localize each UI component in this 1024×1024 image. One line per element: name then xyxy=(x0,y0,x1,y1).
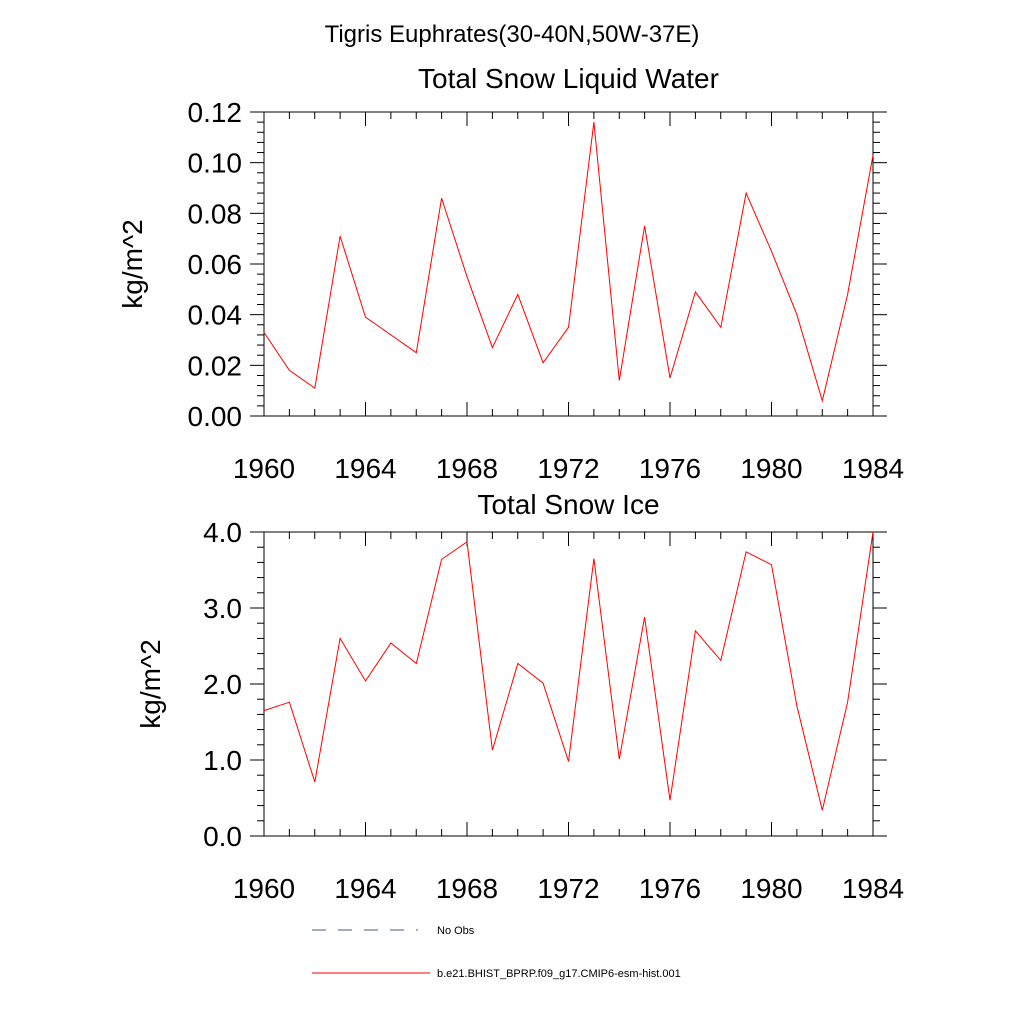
chart-title: Total Snow Ice xyxy=(477,489,659,520)
x-tick-label: 1976 xyxy=(639,873,701,904)
y-tick-label: 1.0 xyxy=(203,745,242,776)
y-tick-label: 0.06 xyxy=(188,249,243,280)
y-tick-label: 4.0 xyxy=(203,517,242,548)
legend: No Obs b.e21.BHIST_BPRP.f09_g17.CMIP6-es… xyxy=(312,925,681,980)
chart-panel-snow-ice: Total Snow Ice kg/m^2 1960 1964 1968 1972 1976… xyxy=(135,489,904,904)
chart-panel-liquid-water: Total Snow Liquid Water kg/m^2 1960 1964 196… xyxy=(117,63,904,484)
x-tick-label: 1984 xyxy=(842,453,904,484)
plot-frame xyxy=(263,111,874,417)
y-tick-label: 0.02 xyxy=(188,350,243,381)
series-line xyxy=(263,122,874,403)
x-tick-label: 1964 xyxy=(334,873,396,904)
x-tick-label: 1972 xyxy=(537,873,599,904)
y-tick-label: 0.00 xyxy=(188,401,243,432)
series-line xyxy=(263,531,874,811)
x-tick-label: 1984 xyxy=(842,873,904,904)
y-axis-label: kg/m^2 xyxy=(117,219,148,308)
x-tick-label: 1980 xyxy=(740,453,802,484)
chart-title: Total Snow Liquid Water xyxy=(418,63,719,94)
x-tick-label: 1964 xyxy=(334,453,396,484)
figure-title: Tigris Euphrates(30-40N,50W-37E) xyxy=(325,21,700,48)
x-tick-label: 1976 xyxy=(639,453,701,484)
x-tick-label: 1960 xyxy=(233,453,295,484)
x-tick-label: 1968 xyxy=(436,873,498,904)
y-tick-label: 0.12 xyxy=(188,97,243,128)
x-tick-label: 1960 xyxy=(233,873,295,904)
x-tick-label: 1968 xyxy=(436,453,498,484)
y-tick-label: 3.0 xyxy=(203,593,242,624)
y-tick-label: 0.08 xyxy=(188,198,243,229)
y-tick-label: 0.0 xyxy=(203,821,242,852)
y-tick-label: 0.04 xyxy=(188,300,243,331)
legend-label-no-obs: No Obs xyxy=(437,925,475,937)
legend-label-model: b.e21.BHIST_BPRP.f09_g17.CMIP6-esm-hist.… xyxy=(437,968,681,980)
x-tick-label: 1980 xyxy=(740,873,802,904)
x-tick-label: 1972 xyxy=(537,453,599,484)
plot-frame xyxy=(263,531,874,837)
y-tick-label: 2.0 xyxy=(203,669,242,700)
y-axis-label: kg/m^2 xyxy=(135,639,166,728)
y-tick-label: 0.10 xyxy=(188,148,243,179)
